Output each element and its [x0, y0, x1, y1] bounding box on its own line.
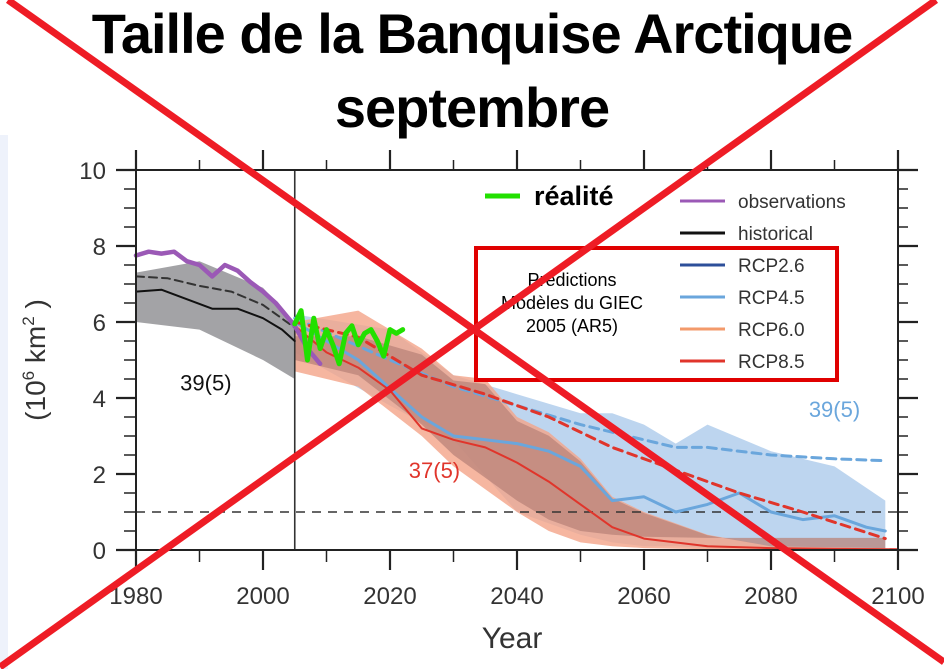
x-tick-label: 2040: [490, 583, 543, 610]
y-tick-label: 4: [93, 386, 106, 413]
data-series: [133, 249, 899, 551]
x-tick-label: 2080: [744, 583, 797, 610]
predictions-text-line: 2005 (AR5): [526, 316, 618, 336]
legend-label-rcp26: RCP2.6: [738, 256, 805, 277]
legend: observations historical RCP2.6 RCP4.5 RCP6.0…: [474, 181, 846, 382]
legend-label-historical: historical: [738, 224, 813, 245]
legend-label-observations: observations: [738, 192, 846, 213]
series-observations: [133, 249, 323, 367]
predictions-box: [474, 246, 839, 382]
series-rcp4-5-mean: [293, 320, 887, 533]
band-historical: [136, 261, 295, 379]
title-line-2: septembre: [334, 76, 610, 139]
x-tick-label: 2020: [363, 583, 416, 610]
legend-label-rcp60: RCP6.0: [738, 320, 805, 341]
count-label: 39(5): [180, 370, 231, 395]
count-label: 39(5): [809, 397, 860, 422]
legend-label-realite: réalité: [534, 181, 614, 211]
legend-label-rcp85: RCP8.5: [738, 352, 805, 373]
series-historical-mean: [135, 288, 296, 342]
predictions-text-line: Modèles du GIEC: [501, 293, 643, 313]
title-line-1: Taille de la Banquise Arctique: [91, 2, 853, 65]
x-tick-label: 2100: [871, 583, 924, 610]
y-tick-label: 6: [93, 310, 106, 337]
series-r-alit: [292, 308, 406, 367]
series-rcp8-5-mean: [293, 324, 899, 551]
band-overlap: [294, 336, 886, 549]
x-axis-label: Year: [482, 622, 543, 655]
series-historical-subset-dashed: [135, 275, 296, 329]
band-rcp85: [294, 310, 886, 550]
uncertainty-bands: [136, 261, 886, 550]
y-tick-label: 2: [93, 462, 106, 489]
x-tick-label: 2060: [617, 583, 670, 610]
axes: 0 2 4 6 8 10 1980 2000 2020 2040 2060 2080 2100 Year (…: [19, 150, 925, 655]
y-tick-label: 0: [93, 538, 106, 565]
count-label: 37(5): [409, 458, 460, 483]
x-tick-label: 1980: [109, 583, 162, 610]
x-tick-label: 2000: [236, 583, 289, 610]
y-tick-label: 8: [93, 234, 106, 261]
count-annotations: 39(5) 37(5) 39(5): [180, 370, 860, 482]
y-tick-label: 10: [79, 158, 106, 185]
reference-lines: [136, 170, 898, 550]
series-rcp8-5-subset-dashed: [293, 320, 887, 541]
y-axis-label: (106 km2 ): [19, 299, 51, 421]
left-edge-strip: [0, 135, 8, 669]
legend-label-rcp45: RCP4.5: [738, 288, 805, 309]
